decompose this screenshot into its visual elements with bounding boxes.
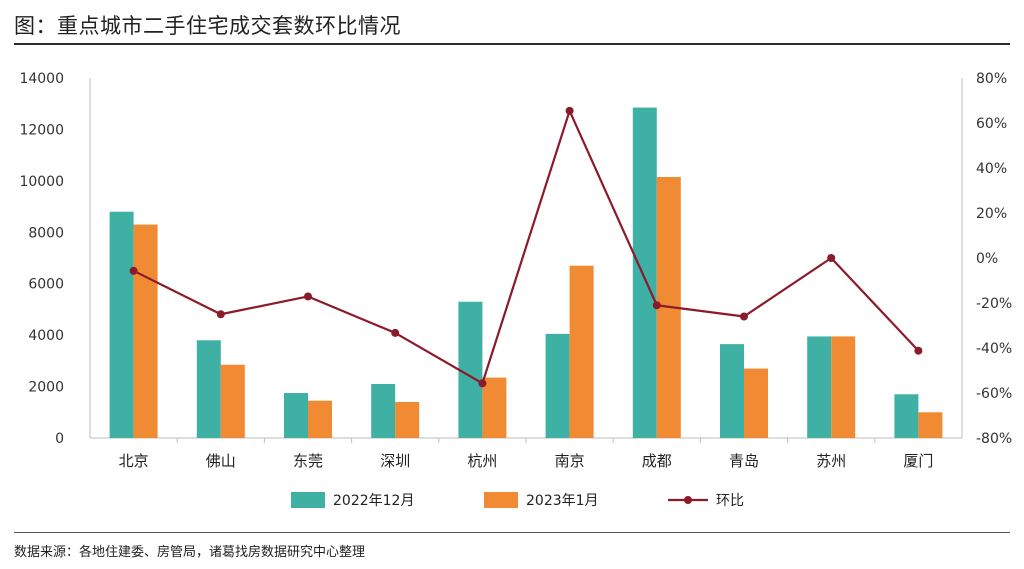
title-divider — [14, 43, 1010, 45]
line-point — [304, 292, 312, 301]
bar — [744, 368, 768, 438]
y2-tick-label: -20% — [976, 296, 1012, 312]
y2-tick-label: 20% — [976, 206, 1007, 222]
line-point — [652, 301, 661, 310]
line-point — [216, 310, 225, 319]
footer-divider — [14, 532, 1010, 533]
y-tick-label: 2000 — [28, 380, 64, 396]
bar — [371, 384, 396, 438]
x-tick-label: 青岛 — [729, 452, 759, 470]
bar — [807, 336, 832, 438]
y2-tick-label: -60% — [976, 386, 1012, 402]
bar — [831, 336, 856, 438]
y2-tick-label: 80% — [976, 71, 1007, 87]
data-source-note: 数据来源：各地住建委、房管局，诸葛找房数据研究中心整理 — [14, 545, 366, 560]
bar — [458, 301, 483, 438]
y-tick-label: 6000 — [28, 277, 64, 293]
y2-tick-label: -80% — [976, 431, 1012, 447]
line-point — [914, 346, 923, 355]
x-tick-label: 成都 — [642, 452, 672, 470]
line-point — [740, 312, 748, 321]
chart-line — [129, 106, 923, 388]
bar — [545, 333, 570, 438]
bar — [133, 224, 158, 438]
x-tick-label: 北京 — [119, 452, 149, 470]
legend-swatch — [484, 492, 518, 508]
chart-axes: 0 2000 4000 6000 8000 10000 12000 14000 -80% -60%… — [19, 71, 1012, 470]
line-point — [391, 328, 400, 337]
legend-label: 2022年12月 — [333, 493, 414, 509]
legend-label: 环比 — [716, 493, 744, 509]
legend-swatch — [291, 492, 325, 508]
bar — [632, 107, 657, 439]
chart-bars — [109, 107, 943, 439]
y-tick-label: 0 — [55, 431, 64, 447]
bar — [720, 344, 744, 438]
line-point — [129, 266, 138, 275]
x-tick-label: 东莞 — [293, 452, 323, 470]
y2-tick-label: 60% — [976, 116, 1007, 132]
y-tick-label: 10000 — [19, 174, 64, 190]
bar — [569, 265, 594, 438]
bar — [109, 211, 134, 438]
bar — [308, 400, 332, 438]
series-line — [133, 109, 920, 385]
x-tick-label: 佛山 — [206, 452, 236, 470]
y-tick-label: 8000 — [28, 225, 64, 241]
y2-tick-label: -40% — [976, 341, 1012, 357]
line-point — [478, 379, 487, 388]
line-point — [565, 106, 574, 115]
y-tick-label: 12000 — [19, 122, 64, 138]
x-tick-label: 深圳 — [380, 452, 410, 470]
y-tick-label: 4000 — [28, 328, 64, 344]
y2-tick-label: 0% — [976, 251, 998, 267]
bar — [918, 412, 943, 438]
x-tick-label: 杭州 — [467, 452, 497, 470]
x-tick-label: 苏州 — [816, 452, 846, 470]
bar — [395, 402, 420, 438]
x-tick-label: 南京 — [555, 452, 585, 470]
legend-marker — [684, 496, 692, 504]
chart-legend: 2022年12月 2023年1月 环比 — [291, 492, 744, 509]
bar — [284, 393, 308, 438]
y-tick-label: 14000 — [19, 71, 64, 87]
bar — [220, 364, 245, 438]
legend-label: 2023年1月 — [526, 493, 599, 509]
y2-tick-label: 40% — [976, 161, 1007, 177]
line-point — [827, 254, 836, 262]
bar — [196, 340, 221, 438]
bar — [894, 394, 919, 438]
bar — [482, 377, 507, 438]
x-tick-label: 厦门 — [903, 452, 933, 470]
chart-title: 图：重点城市二手住宅成交套数环比情况 — [14, 14, 401, 38]
